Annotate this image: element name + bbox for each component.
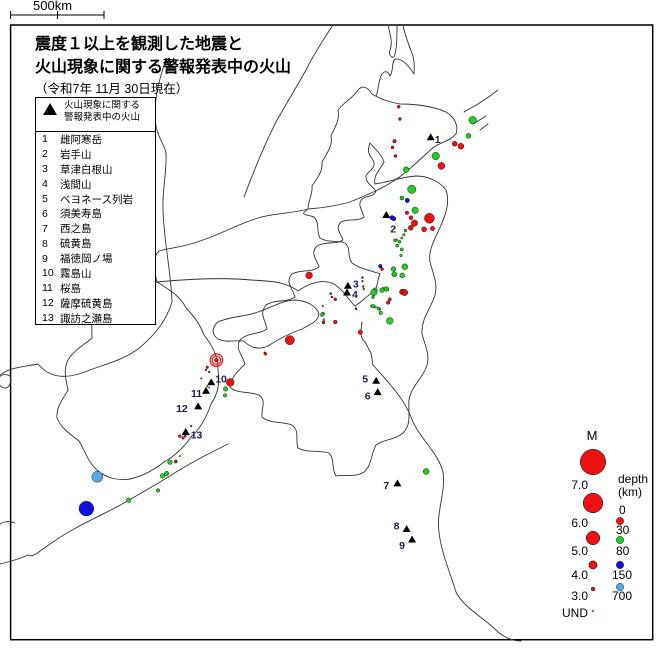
svg-text:4.0: 4.0 xyxy=(571,568,588,582)
svg-text:13: 13 xyxy=(191,430,203,442)
svg-text:30: 30 xyxy=(616,523,630,537)
svg-text:7.0: 7.0 xyxy=(571,478,588,492)
svg-text:(km): (km) xyxy=(618,485,642,499)
svg-text:150: 150 xyxy=(612,568,632,582)
svg-text:12: 12 xyxy=(176,403,188,415)
svg-text:500km: 500km xyxy=(33,0,72,13)
svg-text:2: 2 xyxy=(390,224,396,236)
svg-text:1: 1 xyxy=(435,134,441,146)
svg-text:depth: depth xyxy=(618,472,648,486)
svg-text:3.0: 3.0 xyxy=(571,589,588,603)
svg-text:6: 6 xyxy=(365,391,371,403)
svg-text:700: 700 xyxy=(612,589,632,603)
svg-text:0: 0 xyxy=(619,503,626,517)
svg-text:10: 10 xyxy=(215,374,227,386)
svg-text:9: 9 xyxy=(399,540,405,552)
svg-text:5: 5 xyxy=(362,373,368,385)
svg-text:4: 4 xyxy=(352,289,358,301)
svg-text:5.0: 5.0 xyxy=(571,544,588,558)
svg-text:80: 80 xyxy=(616,544,630,558)
svg-text:11: 11 xyxy=(191,388,202,400)
svg-text:8: 8 xyxy=(394,521,400,533)
svg-text:7: 7 xyxy=(383,480,389,492)
svg-text:6.0: 6.0 xyxy=(571,516,588,530)
svg-text:UND: UND xyxy=(562,606,588,620)
svg-text:M: M xyxy=(587,428,598,443)
